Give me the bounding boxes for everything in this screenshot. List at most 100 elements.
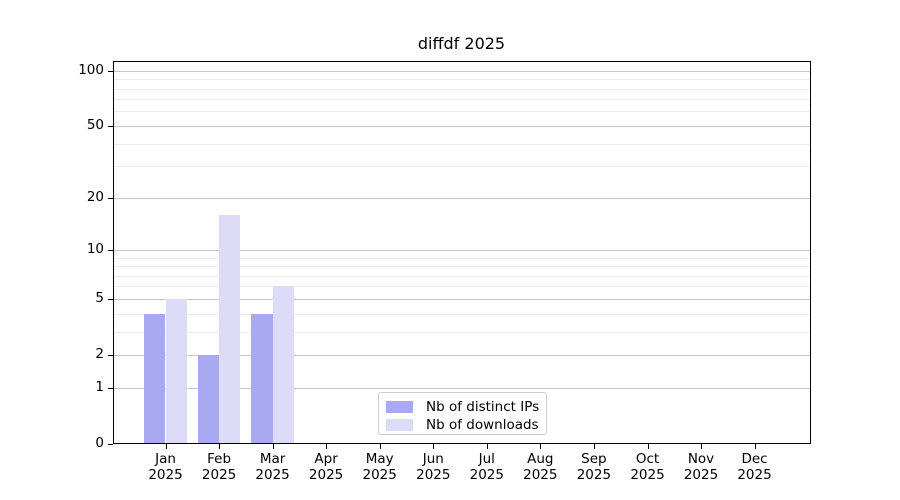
x-tick-label-year: 2025 xyxy=(201,467,237,483)
gridline-major xyxy=(114,197,810,199)
x-tick-mark xyxy=(647,444,649,449)
y-tick-label: 20 xyxy=(86,189,104,206)
y-tick-label: 100 xyxy=(78,62,104,79)
gridline-minor xyxy=(114,266,810,267)
axes-spine-top xyxy=(113,61,811,62)
x-tick-label: Jul 2025 xyxy=(455,451,519,483)
x-tick-label: Nov 2025 xyxy=(669,451,733,483)
y-tick-mark xyxy=(108,249,113,251)
x-tick-mark xyxy=(326,444,328,449)
bar-mar-downloads xyxy=(272,286,294,444)
gridline-minor xyxy=(114,257,810,259)
axes-spine-left xyxy=(113,61,114,444)
gridline-major xyxy=(114,249,810,251)
gridline-minor xyxy=(114,88,810,90)
x-tick-mark xyxy=(593,444,595,449)
x-tick-label: Dec 2025 xyxy=(723,451,787,483)
x-tick-mark xyxy=(486,444,488,449)
gridline-major xyxy=(114,70,810,72)
x-tick-label-month: Oct xyxy=(635,451,660,467)
bar-jan-downloads xyxy=(165,298,187,444)
gridline-minor xyxy=(114,286,810,288)
y-tick-mark xyxy=(108,298,113,300)
y-tick-mark xyxy=(108,197,113,199)
x-tick-label-year: 2025 xyxy=(308,467,344,483)
x-tick-label-month: Dec xyxy=(741,451,768,467)
x-tick-label-month: Jan xyxy=(155,451,176,467)
bar-feb-distinct-ips xyxy=(197,354,220,444)
x-tick-mark xyxy=(219,444,221,449)
y-tick-mark xyxy=(108,354,113,356)
x-tick-mark xyxy=(433,444,435,449)
y-tick-mark xyxy=(108,125,113,127)
x-tick-label-year: 2025 xyxy=(630,467,665,483)
x-tick-label: May 2025 xyxy=(348,451,412,483)
axes-spine-right xyxy=(810,61,811,444)
x-tick-label-month: Feb xyxy=(207,451,232,467)
gridline-major xyxy=(114,354,810,356)
gridline-minor xyxy=(114,166,810,168)
x-tick-label: Mar 2025 xyxy=(241,451,305,483)
gridline-minor xyxy=(114,111,810,113)
y-tick-label: 10 xyxy=(86,241,104,258)
legend-item-downloads: Nb of downloads xyxy=(386,416,546,433)
x-tick-label: Aug 2025 xyxy=(508,451,572,483)
bar-feb-downloads xyxy=(219,214,241,444)
x-tick-mark xyxy=(701,444,702,449)
x-tick-label-month: Jun xyxy=(422,451,444,467)
gridline-minor xyxy=(114,313,810,315)
x-tick-label-month: Sep xyxy=(581,451,607,467)
x-tick-mark xyxy=(165,444,167,449)
x-tick-label-year: 2025 xyxy=(255,467,290,483)
legend-item-distinct-ips: Nb of distinct IPs xyxy=(386,398,546,415)
x-tick-mark xyxy=(272,444,274,449)
x-tick-label: Feb 2025 xyxy=(187,451,251,483)
gridline-minor xyxy=(114,331,810,333)
gridline-minor xyxy=(114,143,810,145)
x-tick-label: Oct 2025 xyxy=(616,451,680,483)
x-tick-label-year: 2025 xyxy=(362,467,397,483)
x-tick-label-year: 2025 xyxy=(683,467,719,483)
x-tick-label-month: Nov xyxy=(687,451,715,467)
x-tick-label-year: 2025 xyxy=(737,467,772,483)
x-tick-label-year: 2025 xyxy=(416,467,451,483)
gridline-major xyxy=(114,387,810,389)
x-tick-label: Jan 2025 xyxy=(134,451,198,483)
chart-title: diffdf 2025 xyxy=(417,34,506,53)
bar-mar-distinct-ips xyxy=(251,313,273,444)
x-tick-label-month: May xyxy=(365,451,394,467)
legend: Nb of distinct IPs Nb of downloads xyxy=(378,392,547,435)
legend-label-distinct-ips: Nb of distinct IPs xyxy=(426,398,540,415)
y-tick-label: 5 xyxy=(95,290,104,307)
legend-swatch-distinct-ips-icon xyxy=(386,400,413,413)
gridline-major xyxy=(114,298,810,300)
x-tick-label-year: 2025 xyxy=(148,467,183,483)
legend-swatch-downloads-icon xyxy=(386,418,413,431)
x-tick-label-month: Aug xyxy=(527,451,554,467)
x-tick-label-year: 2025 xyxy=(576,467,612,483)
gridline-minor xyxy=(114,79,810,81)
y-tick-label: 1 xyxy=(95,379,104,395)
x-tick-label: Sep 2025 xyxy=(562,451,626,483)
x-tick-mark xyxy=(754,444,756,449)
x-tick-label-year: 2025 xyxy=(469,467,504,483)
y-tick-label: 2 xyxy=(95,346,104,363)
x-tick-label-month: Mar xyxy=(259,451,286,467)
x-tick-label-year: 2025 xyxy=(523,467,558,483)
gridline-major xyxy=(114,125,810,127)
gridline-minor xyxy=(114,275,810,277)
x-tick-mark xyxy=(540,444,542,449)
x-tick-label: Jun 2025 xyxy=(401,451,465,483)
x-tick-label-month: Jul xyxy=(478,451,495,467)
x-tick-label-month: Apr xyxy=(314,451,338,467)
y-tick-mark xyxy=(108,70,113,72)
axes-spine-bottom xyxy=(113,443,811,444)
gridline-minor xyxy=(114,99,810,101)
x-tick-label: Apr 2025 xyxy=(294,451,358,483)
y-tick-label: 0 xyxy=(95,435,104,451)
y-tick-mark xyxy=(108,387,113,389)
legend-label-downloads: Nb of downloads xyxy=(426,416,539,433)
bar-jan-distinct-ips xyxy=(144,313,166,444)
y-tick-mark xyxy=(108,443,113,445)
